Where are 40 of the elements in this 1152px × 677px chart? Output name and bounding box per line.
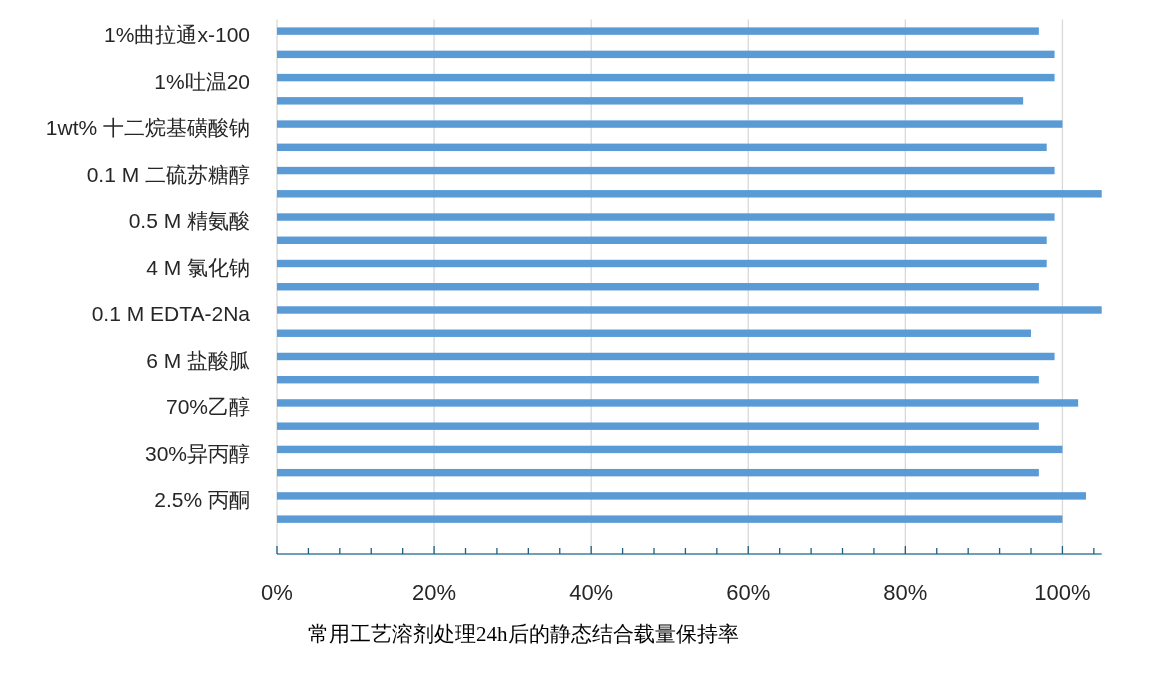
y-tick-label: 2.5% 丙酮 [154,488,250,512]
bar [277,236,1047,244]
x-tick-label: 60% [726,579,771,605]
bar [277,97,1024,105]
x-tick-label: 100% [1034,579,1091,605]
y-tick-label: 1wt% 十二烷基磺酸钠 [45,116,250,140]
y-tick-label: 70%乙醇 [165,395,250,419]
bar [277,422,1039,430]
bar [277,515,1063,523]
bar [277,306,1102,314]
bar [277,283,1039,291]
bar [277,50,1055,59]
bar [277,27,1039,35]
x-tick-label: 20% [412,579,457,605]
bar [277,166,1055,175]
y-tick-label: 30%异丙醇 [144,441,250,465]
y-tick-label: 0.5 M 精氨酸 [128,209,250,233]
bar [277,73,1055,82]
y-tick-label: 1%吐温20 [154,69,250,93]
bar [277,213,1055,221]
bar [277,445,1063,454]
bar [277,190,1102,198]
bar [277,468,1039,477]
y-tick-label: 0.1 M 二硫苏糖醇 [86,162,250,186]
bar [277,329,1032,337]
bar [277,352,1055,361]
bar [277,492,1086,500]
x-tick-label: 80% [883,579,928,605]
bar [277,399,1079,407]
bar [277,375,1039,384]
y-tick-label: 0.1 M EDTA-2Na [91,302,251,326]
y-tick-label: 1%曲拉通x-100 [104,23,250,47]
bar [277,120,1063,128]
x-tick-label: 0% [261,579,293,605]
x-tick-label: 40% [569,579,614,605]
bar [277,143,1047,152]
text: 常用工艺溶剂处理24h后的静态结合载量保持率 [308,622,739,647]
y-tick-label: 6 M 盐酸胍 [146,348,250,372]
bar [277,259,1047,268]
y-tick-label: 4 M 氯化钠 [146,255,250,279]
